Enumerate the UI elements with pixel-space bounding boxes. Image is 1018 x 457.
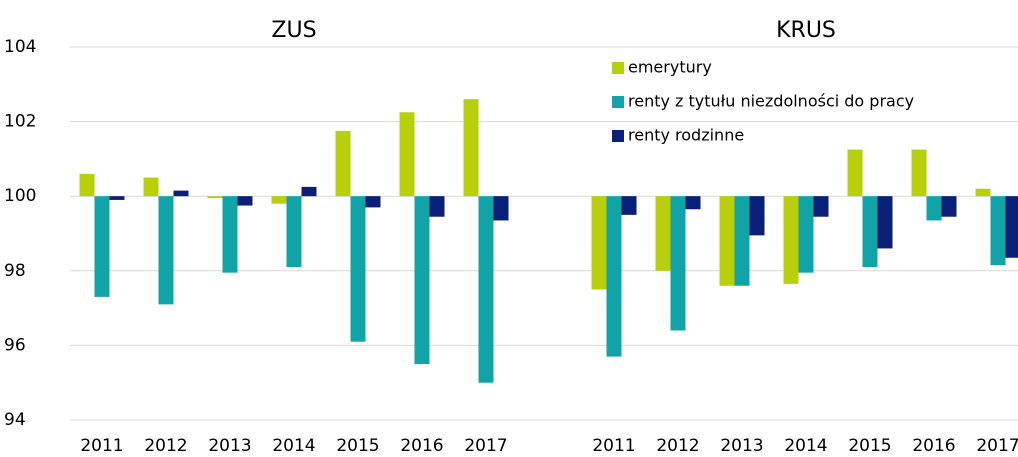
bar xyxy=(798,196,814,273)
panel-title: ZUS xyxy=(271,18,316,43)
panel-title: KRUS xyxy=(776,18,836,43)
bar xyxy=(399,112,415,197)
bar xyxy=(813,196,829,217)
legend-swatch xyxy=(612,130,624,142)
bar xyxy=(606,196,622,357)
bar xyxy=(478,196,494,383)
bar xyxy=(222,196,238,273)
bar xyxy=(862,196,878,268)
bar xyxy=(719,196,735,286)
bar xyxy=(990,196,1006,266)
x-tick-label: 2015 xyxy=(336,436,379,456)
y-tick-label: 104 xyxy=(4,37,36,57)
bar xyxy=(941,196,957,217)
bar xyxy=(685,196,701,210)
x-tick-label: 2016 xyxy=(912,436,955,456)
bar xyxy=(109,196,125,200)
bar xyxy=(365,196,381,208)
legend-swatch xyxy=(612,62,624,74)
legend-label: renty rodzinne xyxy=(628,126,744,145)
x-tick-label: 2012 xyxy=(656,436,699,456)
x-tick-label: 2014 xyxy=(784,436,827,456)
bar xyxy=(734,196,750,286)
bar xyxy=(94,196,110,297)
bar xyxy=(429,196,445,217)
x-tick-label: 2013 xyxy=(208,436,251,456)
bar xyxy=(911,149,927,197)
bar xyxy=(207,196,223,199)
x-tick-label: 2016 xyxy=(400,436,443,456)
legend-label: emerytury xyxy=(628,58,712,77)
y-tick-label: 100 xyxy=(4,186,36,206)
x-tick-label: 2017 xyxy=(976,436,1018,456)
bar xyxy=(158,196,174,305)
bar xyxy=(271,196,287,204)
bar xyxy=(847,149,863,197)
bar xyxy=(655,196,671,271)
bar xyxy=(975,188,991,197)
x-tick-label: 2011 xyxy=(592,436,635,456)
x-tick-label: 2017 xyxy=(464,436,507,456)
bar xyxy=(286,196,302,268)
y-tick-label: 98 xyxy=(4,261,26,281)
bar xyxy=(877,196,893,249)
bar xyxy=(1005,196,1018,258)
bar xyxy=(414,196,430,365)
bar xyxy=(335,130,351,197)
bar xyxy=(463,99,479,197)
legend-swatch xyxy=(612,96,624,108)
y-tick-label: 102 xyxy=(4,112,36,132)
x-tick-label: 2011 xyxy=(80,436,123,456)
bar xyxy=(301,186,317,197)
legend-label: renty z tytułu niezdolności do pracy xyxy=(628,92,914,111)
y-tick-label: 96 xyxy=(4,335,26,355)
bar xyxy=(670,196,686,331)
x-tick-label: 2014 xyxy=(272,436,315,456)
x-tick-label: 2012 xyxy=(144,436,187,456)
bar xyxy=(79,173,95,197)
bar xyxy=(350,196,366,342)
bar xyxy=(493,196,509,221)
bar xyxy=(237,196,253,206)
bar xyxy=(173,190,189,197)
bar xyxy=(591,196,607,290)
bar xyxy=(783,196,799,284)
bar xyxy=(926,196,942,221)
y-tick-label: 94 xyxy=(4,410,26,430)
bar xyxy=(143,177,159,197)
bar xyxy=(749,196,765,236)
bar xyxy=(621,196,637,215)
x-tick-label: 2015 xyxy=(848,436,891,456)
x-tick-label: 2013 xyxy=(720,436,763,456)
